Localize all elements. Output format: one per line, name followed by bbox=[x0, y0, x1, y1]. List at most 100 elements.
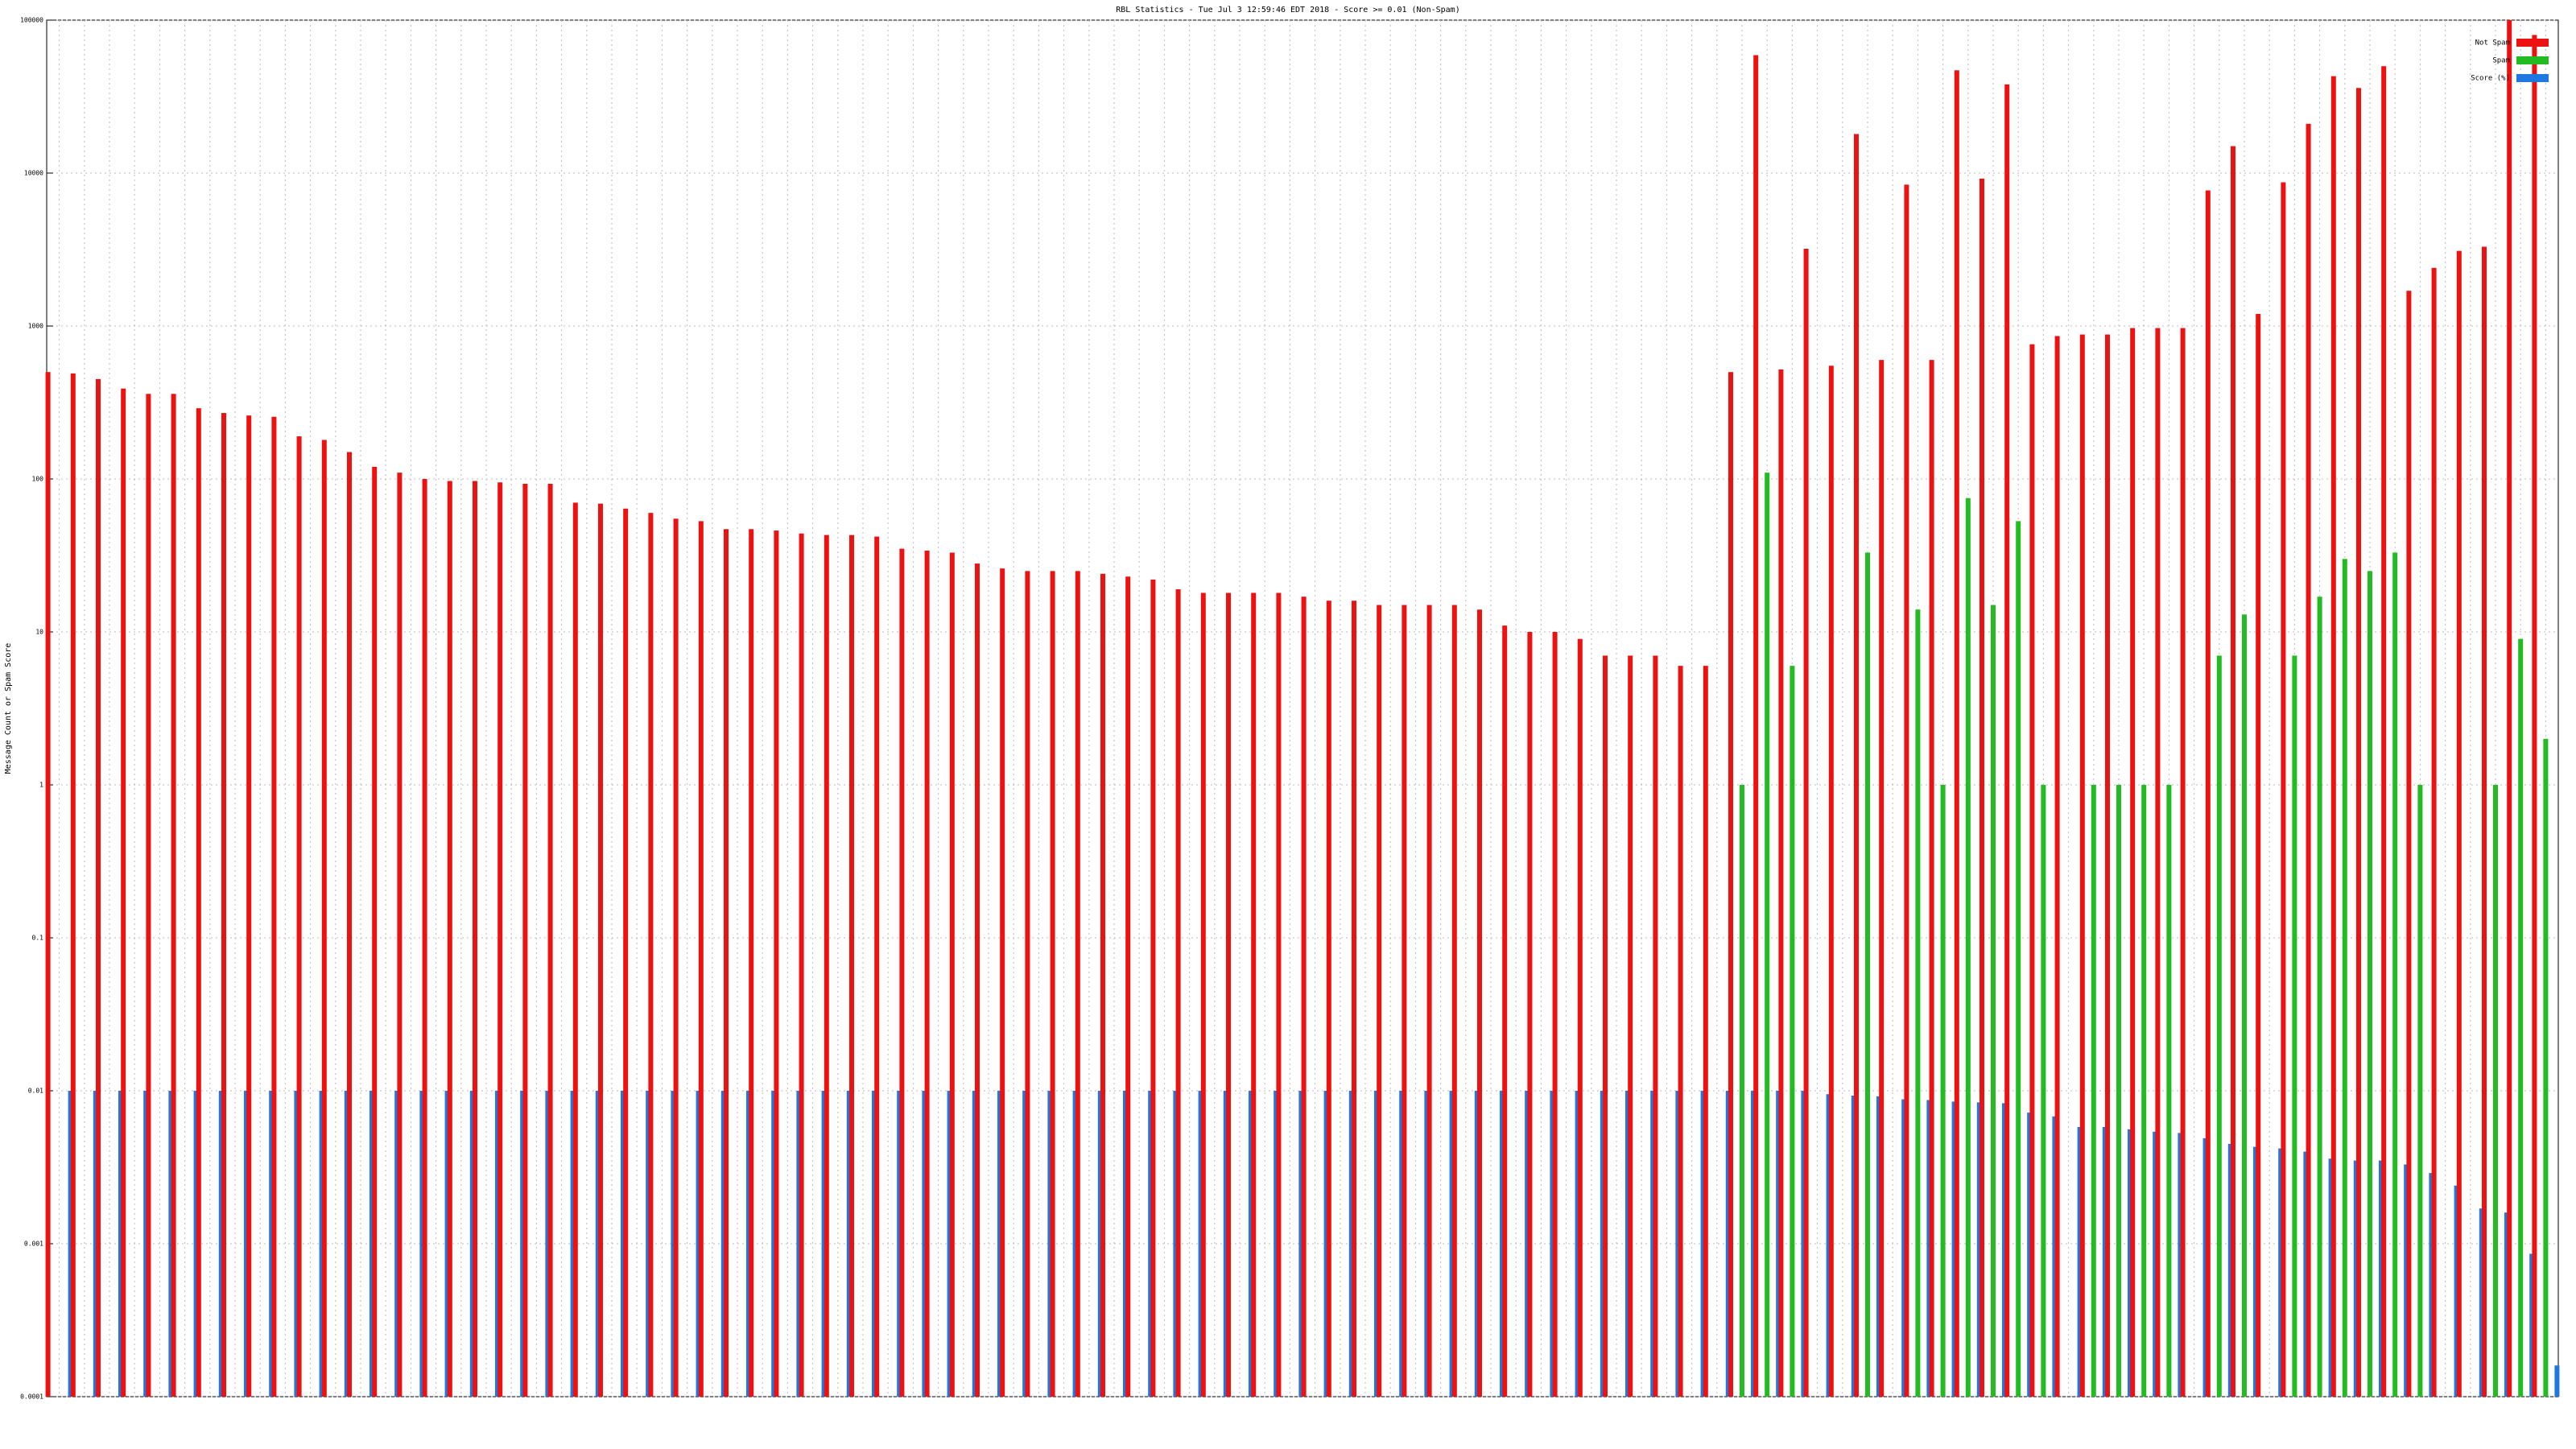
bar bbox=[2306, 123, 2311, 1397]
bar bbox=[1650, 1091, 1656, 1397]
bar bbox=[520, 1091, 526, 1397]
bar bbox=[96, 378, 101, 1397]
bar bbox=[1352, 601, 1356, 1397]
bar bbox=[2205, 190, 2211, 1397]
bar bbox=[1200, 592, 1206, 1397]
bar bbox=[1940, 785, 1946, 1397]
y-tick-label: 10 bbox=[35, 629, 43, 636]
bar bbox=[146, 394, 151, 1397]
bar bbox=[347, 452, 352, 1397]
bar bbox=[2128, 1129, 2132, 1397]
bar bbox=[872, 1091, 877, 1397]
bar bbox=[696, 1091, 701, 1397]
bar bbox=[2002, 1103, 2007, 1397]
bar bbox=[2178, 1133, 2183, 1397]
bar bbox=[1991, 605, 1996, 1397]
bar bbox=[746, 1091, 751, 1397]
bar bbox=[1979, 178, 1984, 1397]
bar bbox=[121, 388, 126, 1397]
bar bbox=[1954, 70, 1959, 1397]
bar bbox=[2102, 1126, 2107, 1397]
bar bbox=[294, 1091, 299, 1397]
bar bbox=[1854, 134, 1859, 1397]
bar bbox=[1125, 576, 1131, 1397]
bar bbox=[849, 535, 854, 1397]
bar bbox=[1474, 1091, 1480, 1397]
bar bbox=[2429, 1173, 2434, 1397]
bar bbox=[2281, 182, 2286, 1397]
bar bbox=[2454, 1185, 2459, 1397]
bar bbox=[369, 1091, 374, 1397]
bar bbox=[2141, 785, 2147, 1397]
bar bbox=[749, 529, 754, 1397]
bar bbox=[193, 1091, 199, 1397]
bar bbox=[1803, 249, 1809, 1397]
bar bbox=[1575, 1091, 1580, 1397]
bar bbox=[1776, 1091, 1781, 1397]
bar bbox=[2330, 76, 2336, 1397]
bar bbox=[2317, 597, 2322, 1397]
y-tick-label: 0.1 bbox=[32, 935, 44, 942]
bar bbox=[648, 513, 654, 1397]
bar bbox=[2166, 785, 2172, 1397]
bar bbox=[949, 552, 955, 1397]
bar bbox=[1603, 655, 1608, 1397]
bar bbox=[1778, 369, 1784, 1397]
bar bbox=[899, 548, 905, 1397]
bar bbox=[168, 1091, 174, 1397]
bar bbox=[1826, 1094, 1831, 1397]
bar bbox=[2404, 1164, 2409, 1397]
bar bbox=[2417, 785, 2423, 1397]
bar bbox=[2392, 552, 2398, 1397]
bar bbox=[2368, 571, 2372, 1397]
bar bbox=[2479, 1208, 2484, 1397]
bar bbox=[1123, 1091, 1128, 1397]
bar bbox=[1451, 605, 1457, 1397]
bar bbox=[1879, 360, 1885, 1397]
bar bbox=[2529, 1253, 2535, 1397]
bar bbox=[1449, 1091, 1455, 1397]
bar bbox=[1223, 1091, 1228, 1397]
bar bbox=[1502, 625, 1508, 1397]
y-tick-label: 100 bbox=[32, 476, 44, 483]
bar bbox=[673, 518, 679, 1397]
bar bbox=[2027, 1113, 2033, 1397]
bar bbox=[2292, 655, 2297, 1397]
bar bbox=[1000, 568, 1005, 1397]
bar bbox=[623, 508, 629, 1397]
bar bbox=[720, 1091, 726, 1397]
bar bbox=[321, 440, 327, 1397]
bar bbox=[1399, 1091, 1405, 1397]
bar bbox=[1100, 573, 1105, 1397]
bar bbox=[2242, 614, 2247, 1397]
bar bbox=[1424, 1091, 1430, 1397]
bar bbox=[1323, 1091, 1329, 1397]
bar bbox=[2227, 1143, 2233, 1397]
bar bbox=[972, 1091, 977, 1397]
bar bbox=[824, 535, 829, 1397]
bar bbox=[2052, 1116, 2058, 1397]
bar bbox=[2041, 785, 2046, 1397]
bar bbox=[319, 1091, 324, 1397]
bar bbox=[1600, 1091, 1605, 1397]
bar bbox=[1904, 184, 1909, 1397]
y-tick-label: 0.0001 bbox=[20, 1393, 43, 1401]
bar bbox=[2155, 328, 2161, 1397]
bar bbox=[1976, 1102, 1982, 1397]
bar bbox=[1951, 1101, 1957, 1397]
bar bbox=[218, 1091, 224, 1397]
bar bbox=[1765, 473, 1770, 1397]
bar bbox=[2342, 559, 2347, 1397]
bar bbox=[2004, 84, 2010, 1397]
bar bbox=[244, 1091, 249, 1397]
bar bbox=[1929, 360, 1934, 1397]
bar bbox=[846, 1091, 852, 1397]
bar bbox=[444, 1091, 450, 1397]
bar bbox=[2054, 336, 2060, 1397]
bar bbox=[497, 482, 503, 1397]
bar bbox=[621, 1091, 625, 1397]
bar bbox=[1577, 638, 1583, 1397]
legend-swatch bbox=[2516, 56, 2549, 64]
bar bbox=[1326, 601, 1331, 1397]
bar bbox=[1703, 666, 1708, 1397]
